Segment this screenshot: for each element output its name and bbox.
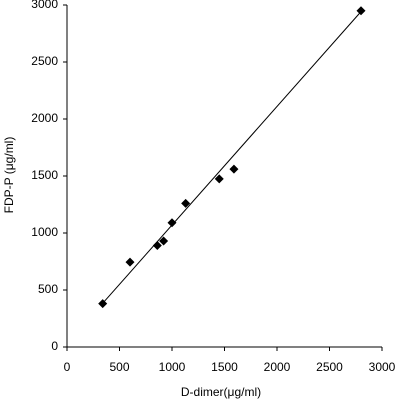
y-tick-label: 2000 [31,111,58,125]
y-tick-label: 0 [51,339,58,353]
point [181,198,191,208]
y-tick-label: 3000 [31,0,58,11]
point [125,257,135,267]
x-tick-label: 1500 [211,360,238,374]
point [229,164,239,174]
point [152,241,162,251]
x-tick-label: 2500 [316,360,343,374]
x-tick-label: 1000 [159,360,186,374]
fit-line [101,11,362,305]
x-tick-label: 500 [109,360,129,374]
point [159,236,169,246]
y-tick-label: 1000 [31,225,58,239]
point [356,6,366,16]
y-tick-label: 2500 [31,54,58,68]
x-tick-label: 2000 [264,360,291,374]
x-tick-label: 3000 [369,360,396,374]
x-tick-label: 0 [64,360,71,374]
point [98,299,108,309]
y-tick-label: 1500 [31,168,58,182]
point [167,218,177,228]
x-axis-title: D-dimer(μg/ml) [181,385,261,399]
y-tick-label: 500 [38,282,58,296]
point [214,174,224,184]
y-axis-title: FDP-P (μg/ml) [2,137,16,214]
